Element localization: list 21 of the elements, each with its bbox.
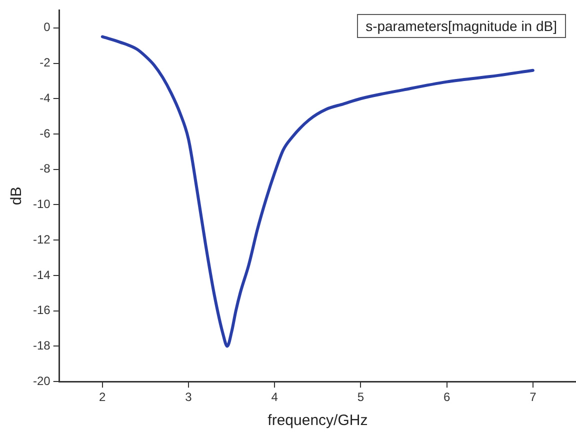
y-tick-label: -16 [33,303,51,318]
x-tick-label: 6 [443,390,450,404]
x-axis-title: frequency/GHz [268,412,368,430]
y-tick-label: -6 [40,126,51,140]
y-tick-label: -4 [40,90,51,105]
x-tick-label: 2 [99,390,106,404]
x-tick-label: 4 [271,390,278,404]
y-tick-label: -20 [33,374,51,388]
x-tick-label: 3 [185,390,192,404]
y-axis-title: dB [8,186,26,206]
y-tick-label: -12 [33,232,51,246]
annotation: s-parameters[magnitude in dB] [356,14,566,38]
x-tick-label: 7 [530,390,537,404]
y-tick-label: 0 [44,20,51,34]
y-tick-label: -18 [33,338,51,353]
y-tick-label: -10 [33,197,51,212]
line-series [100,35,534,348]
y-tick-label: -8 [40,162,51,176]
x-tick-label: 5 [357,390,364,404]
y-tick-label: -2 [40,56,51,70]
y-tick-label: -14 [33,268,51,282]
